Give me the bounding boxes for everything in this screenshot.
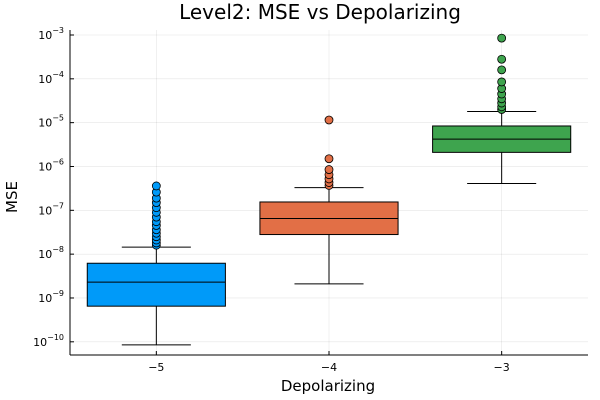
y-tick-base: 10 xyxy=(38,292,52,305)
y-tick-exponent: −5 xyxy=(52,114,64,123)
x-tick-label: −4 xyxy=(321,361,337,374)
outlier-point xyxy=(324,115,334,125)
y-tick-label: 10−8 xyxy=(38,245,64,261)
y-tick-base: 10 xyxy=(38,73,52,86)
y-tick-label: 10−3 xyxy=(38,26,64,42)
box-series xyxy=(86,33,572,346)
y-tick-exponent: −7 xyxy=(52,201,64,210)
y-tick-exponent: −8 xyxy=(52,245,64,254)
box-group xyxy=(86,181,226,346)
y-tick-base: 10 xyxy=(38,248,52,261)
box-iqr xyxy=(86,262,226,307)
y-tick-exponent: −3 xyxy=(52,26,64,35)
outlier-point xyxy=(151,181,161,191)
x-tick-label: −5 xyxy=(148,361,164,374)
y-tick-label: 10−5 xyxy=(38,114,64,130)
y-tick-exponent: −9 xyxy=(52,289,64,298)
chart-title: Level2: MSE vs Depolarizing xyxy=(179,0,461,24)
outlier-point xyxy=(324,165,334,174)
x-axis-label: Depolarizing xyxy=(281,377,375,395)
y-tick-exponent: −10 xyxy=(47,333,64,342)
outlier-point xyxy=(497,65,507,75)
y-tick-exponent: −6 xyxy=(52,157,64,166)
outlier-point xyxy=(497,33,507,43)
outlier-point xyxy=(497,77,507,87)
x-tick-label: −3 xyxy=(494,361,510,374)
box-group xyxy=(259,115,399,285)
y-tick-exponent: −4 xyxy=(52,70,64,79)
y-axis-label: MSE xyxy=(3,181,21,213)
y-tick-label: 10−6 xyxy=(38,157,64,173)
box-group xyxy=(432,33,572,184)
y-tick-base: 10 xyxy=(38,160,52,173)
outlier-point xyxy=(324,154,334,164)
y-tick-base: 10 xyxy=(33,336,47,349)
y-tick-label: 10−7 xyxy=(38,201,64,217)
axes xyxy=(69,30,588,356)
y-tick-base: 10 xyxy=(38,204,52,217)
y-tick-label: 10−9 xyxy=(38,289,64,305)
y-tick-base: 10 xyxy=(38,117,52,130)
outlier-point xyxy=(497,54,507,64)
y-tick-base: 10 xyxy=(38,29,52,42)
y-tick-label: 10−4 xyxy=(38,70,64,86)
y-tick-label: 10−10 xyxy=(33,333,64,349)
